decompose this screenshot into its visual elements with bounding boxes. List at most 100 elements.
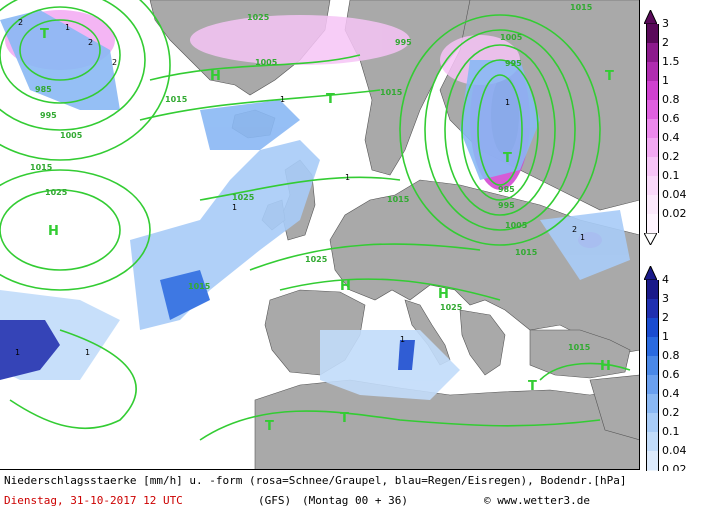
snow-legend-swatch (646, 43, 659, 62)
isobar-label: 1005 (505, 221, 528, 230)
rain-legend-row: 0.6 (642, 368, 702, 394)
isobar-label: 1015 (30, 163, 53, 172)
rain-legend-swatch (646, 299, 659, 318)
model-name: (GFS) (258, 494, 292, 507)
low-pressure-marker: T (265, 419, 274, 434)
snow-legend-swatch (646, 81, 659, 100)
rain-legend-tick: 0.8 (662, 349, 680, 362)
rain-legend-row: 4 (642, 273, 702, 299)
snow-legend-row: 0.02 (642, 207, 702, 233)
snow-legend-swatch (646, 119, 659, 138)
snow-legend-tick: 0.04 (662, 188, 687, 201)
snow-legend-swatch (646, 100, 659, 119)
isobar-label: 985 (35, 85, 52, 94)
low-pressure-marker: T (605, 69, 614, 84)
model-run: (Montag 00 + 36) (302, 494, 408, 507)
snow-legend-tick: 0.2 (662, 150, 680, 163)
isobar-label: 995 (40, 111, 57, 120)
high-pressure-marker: H (48, 224, 59, 239)
snow-legend-tick: 2 (662, 36, 669, 49)
rain-legend-tick: 0.6 (662, 368, 680, 381)
snow-legend-tick: 0.1 (662, 169, 680, 182)
isobar-labels: 1025 1005 995 985 1015 995 1005 1015 102… (30, 3, 593, 352)
rain-legend-tick: 2 (662, 311, 669, 324)
high-pressure-marker: H (438, 287, 449, 302)
legend-arrow-down-snow (644, 233, 657, 245)
isobar-label: 1005 (500, 33, 523, 42)
high-pressure-marker: H (600, 359, 611, 374)
rain-legend-swatch (646, 318, 659, 337)
isobar-label: 1015 (380, 88, 403, 97)
rain-legend-swatch (646, 394, 659, 413)
rain-legend-row: 0.2 (642, 406, 702, 432)
isobar-label: 1025 (232, 193, 255, 202)
isobar-label: 1025 (45, 188, 68, 197)
isobar-label: 985 (498, 185, 515, 194)
rain-legend-tick: 3 (662, 292, 669, 305)
rain-legend-row: 0.4 (642, 387, 702, 413)
rain-legend-tick: 0.4 (662, 387, 680, 400)
precip-label: 1 (15, 348, 20, 357)
precip-label: 1 (65, 23, 70, 32)
isobar-label: 1005 (255, 58, 278, 67)
low-pressure-marker: T (503, 151, 512, 166)
isobar-label: 995 (505, 59, 522, 68)
snow-legend-swatch (646, 195, 659, 214)
snow-legend-swatch (646, 176, 659, 195)
isobar-label: 1025 (440, 303, 463, 312)
legend-description: Niederschlagsstaerke [mm/h] u. -form (ro… (4, 474, 627, 487)
isobar-label: 1015 (165, 95, 188, 104)
snow-legend-swatch (646, 214, 659, 233)
low-pressure-marker: T (340, 411, 349, 426)
rain-legend-row: 0.8 (642, 349, 702, 375)
snow-legend-swatch (646, 62, 659, 81)
snow-legend-tick: 0.6 (662, 112, 680, 125)
snow-legend-row: 0.6 (642, 112, 702, 138)
snow-legend-row: 1 (642, 74, 702, 100)
rain-legend-swatch (646, 280, 659, 299)
rain-legend-swatch (646, 451, 659, 470)
rain-legend-row: 3 (642, 292, 702, 318)
rain-legend-swatch (646, 337, 659, 356)
snow-legend-row: 0.8 (642, 93, 702, 119)
low-pressure-marker: T (528, 379, 537, 394)
rain-legend-swatch (646, 356, 659, 375)
rain-legend-row: 2 (642, 311, 702, 337)
rain-legend-tick: 0.1 (662, 425, 680, 438)
rain-legend-swatch (646, 413, 659, 432)
pressure-centers: H H H H H T T T T T T T (40, 27, 614, 434)
legend-arrow-up-snow (644, 10, 657, 24)
footer: Niederschlagsstaerke [mm/h] u. -form (ro… (0, 471, 704, 513)
precip-label: 1 (85, 348, 90, 357)
snow-legend-swatch (646, 24, 659, 43)
precip-label: 2 (88, 38, 93, 47)
snow-legend-row: 3 (642, 17, 702, 43)
snow-legend-row: 1.5 (642, 55, 702, 81)
snow-legend: 3 2 1.5 1 0.8 0.6 0.4 0.2 0.1 0.04 0.02 (642, 17, 702, 233)
isobar-label: 1025 (247, 13, 270, 22)
isobar-label: 1015 (387, 195, 410, 204)
low-pressure-marker: T (326, 92, 335, 107)
rain-legend: 4 3 2 1 0.8 0.6 0.4 0.2 0.1 0.04 0.02 (642, 273, 702, 489)
precip-label: 1 (505, 98, 510, 107)
rain-legend-tick: 0.2 (662, 406, 680, 419)
snow-legend-swatch (646, 157, 659, 176)
rain-legend-tick: 1 (662, 330, 669, 343)
rain-legend-swatch (646, 432, 659, 451)
snow-legend-tick: 3 (662, 17, 669, 30)
isobars (0, 0, 631, 441)
precip-label: 2 (18, 18, 23, 27)
high-pressure-marker: H (210, 69, 221, 84)
isobar-label: 1005 (60, 131, 83, 140)
rain-legend-tick: 4 (662, 273, 669, 286)
precip-label: 2 (112, 58, 117, 67)
isobar-label: 1015 (568, 343, 591, 352)
rain-legend-tick: 0.04 (662, 444, 687, 457)
snow-legend-tick: 1.5 (662, 55, 680, 68)
weather-map: 1025 1005 995 985 1015 995 1005 1015 102… (0, 0, 640, 470)
snow-legend-row: 0.1 (642, 169, 702, 195)
isobar-label: 995 (498, 201, 515, 210)
isobar-label: 995 (395, 38, 412, 47)
copyright: © www.wetter3.de (484, 494, 590, 507)
high-pressure-marker: H (340, 279, 351, 294)
